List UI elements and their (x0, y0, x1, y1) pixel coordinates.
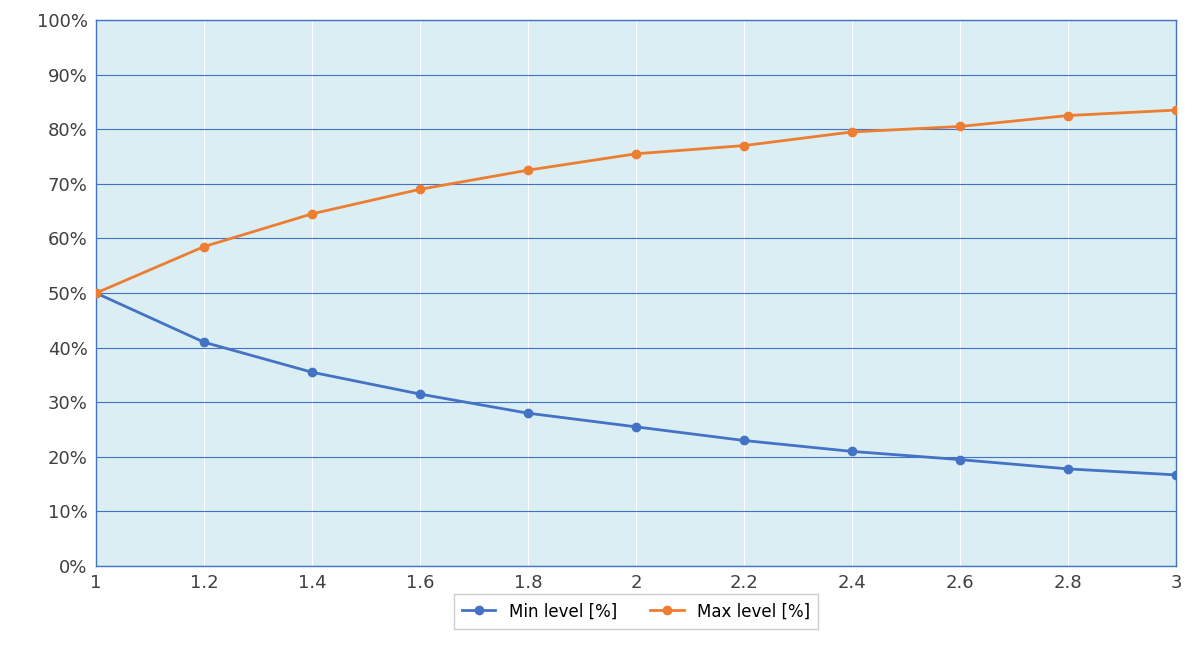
Min level [%] (521, 409, 535, 417)
Min level [%] (953, 456, 967, 464)
Max level [%] (845, 128, 859, 136)
Max level [%] (1169, 106, 1183, 114)
Max level [%] (629, 150, 643, 158)
Max level [%] (413, 185, 427, 193)
Line: Max level [%]: Max level [%] (92, 106, 1180, 297)
Line: Min level [%]: Min level [%] (92, 289, 1180, 479)
Min level [%] (629, 423, 643, 431)
Max level [%] (737, 142, 751, 150)
Min level [%] (1061, 465, 1075, 473)
Max level [%] (89, 289, 103, 297)
Min level [%] (197, 338, 211, 346)
Max level [%] (305, 210, 319, 218)
Max level [%] (953, 123, 967, 131)
Min level [%] (1169, 471, 1183, 479)
Min level [%] (413, 390, 427, 398)
Max level [%] (197, 242, 211, 250)
Min level [%] (305, 368, 319, 376)
Min level [%] (737, 436, 751, 444)
Max level [%] (521, 166, 535, 174)
Min level [%] (89, 289, 103, 297)
Max level [%] (1061, 112, 1075, 120)
Min level [%] (845, 448, 859, 456)
Legend: Min level [%], Max level [%]: Min level [%], Max level [%] (454, 594, 818, 629)
